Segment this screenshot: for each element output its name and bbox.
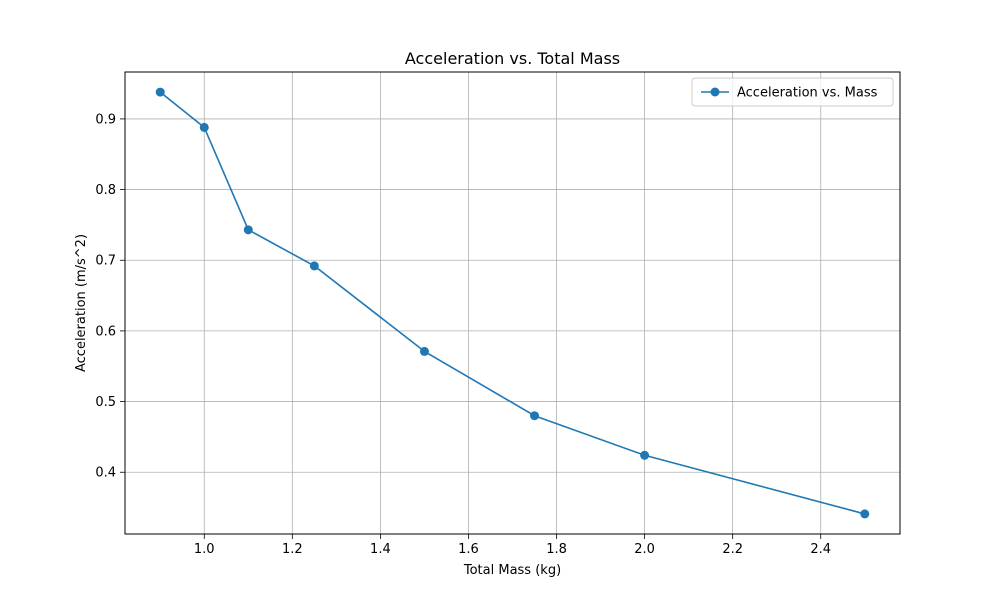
grid — [125, 72, 900, 534]
y-tick-label: 0.5 — [95, 395, 116, 410]
ticks: 1.0 1.2 1.4 1.6 1.8 2.0 2.2 2.4 0.4 0.5 0.6 0.7 0.8 0… — [95, 112, 831, 557]
data-point — [155, 87, 165, 97]
x-tick-label: 2.4 — [810, 542, 831, 557]
x-tick-label: 1.0 — [194, 542, 215, 557]
x-axis-label: Total Mass (kg) — [463, 563, 561, 578]
chart-title: Acceleration vs. Total Mass — [405, 49, 620, 68]
data-point — [530, 411, 540, 421]
data-point — [243, 225, 253, 235]
legend-box — [691, 77, 894, 107]
x-tick-label: 1.6 — [458, 542, 479, 557]
x-tick-label: 2.0 — [634, 542, 655, 557]
x-tick-label: 1.8 — [546, 542, 567, 557]
y-tick-label: 0.4 — [95, 466, 116, 481]
data-point — [419, 346, 429, 356]
data-point — [199, 122, 209, 132]
legend-marker-swatch — [710, 87, 720, 97]
x-tick-label: 2.2 — [722, 542, 743, 557]
data-point — [860, 509, 870, 519]
x-tick-label: 1.2 — [282, 542, 303, 557]
data-point — [309, 261, 319, 271]
y-tick-label: 0.7 — [95, 254, 116, 269]
y-axis-label: Acceleration (m/s^2) — [74, 234, 89, 372]
series-layer — [155, 87, 870, 519]
plot-frame — [124, 71, 901, 535]
legend-label: Acceleration vs. Mass — [737, 86, 878, 101]
y-tick-label: 0.6 — [95, 324, 116, 339]
legend: Acceleration vs. Mass — [691, 77, 894, 107]
series-line — [159, 91, 865, 515]
y-tick-label: 0.8 — [95, 183, 116, 198]
y-tick-label: 0.9 — [95, 112, 116, 127]
data-point — [640, 450, 650, 460]
x-tick-label: 1.4 — [370, 542, 391, 557]
